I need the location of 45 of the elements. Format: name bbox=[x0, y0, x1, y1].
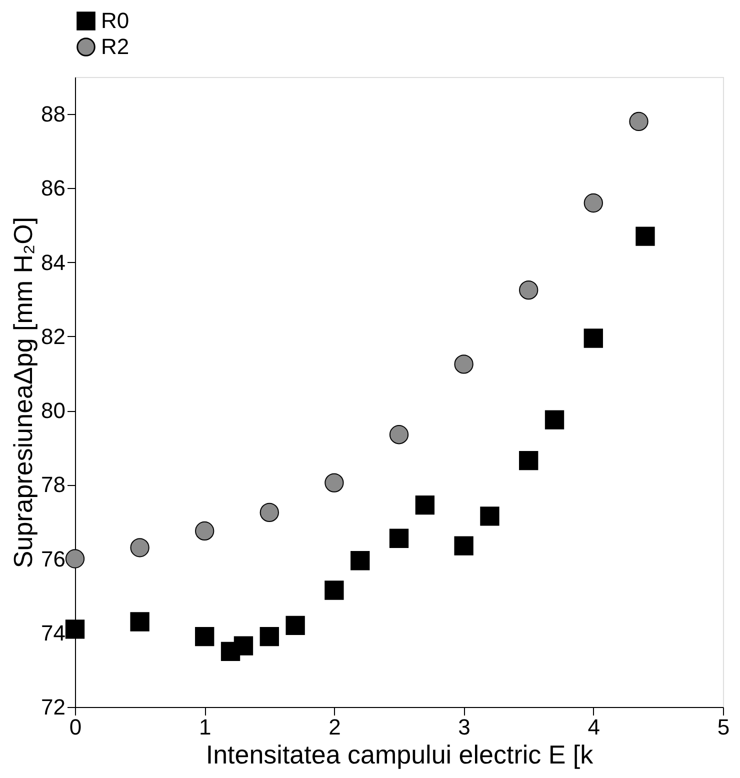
point bbox=[286, 616, 305, 636]
point bbox=[389, 425, 409, 444]
point bbox=[65, 549, 85, 568]
point bbox=[130, 612, 150, 632]
point bbox=[544, 410, 564, 430]
legend-label: R0 bbox=[101, 8, 130, 33]
y-tick-label: 82 bbox=[41, 324, 66, 349]
point bbox=[519, 280, 538, 300]
legend-label: R2 bbox=[101, 34, 130, 59]
y-tick-label: 86 bbox=[41, 176, 66, 201]
point bbox=[629, 112, 648, 132]
point bbox=[260, 502, 279, 522]
y-tick-label: 80 bbox=[41, 398, 66, 424]
point bbox=[415, 495, 435, 515]
x-tick-label: 1 bbox=[198, 714, 212, 740]
point bbox=[324, 473, 344, 492]
point bbox=[389, 528, 409, 548]
point bbox=[195, 521, 214, 541]
point bbox=[584, 193, 603, 213]
point bbox=[195, 627, 214, 646]
point bbox=[454, 354, 474, 374]
point bbox=[350, 551, 370, 570]
y-tick-label: 76 bbox=[41, 546, 66, 572]
x-axis-title: Intensitatea campului electric E [k bbox=[206, 740, 594, 770]
y-tick-label: 74 bbox=[41, 620, 66, 646]
point bbox=[260, 627, 279, 646]
y-tick-label: 88 bbox=[41, 102, 66, 127]
x-tick-label: 2 bbox=[328, 714, 341, 740]
x-tick-label: 4 bbox=[588, 714, 600, 740]
x-tick-label: 0 bbox=[69, 714, 82, 740]
point bbox=[636, 226, 655, 246]
y-tick-label: 78 bbox=[41, 472, 66, 498]
y-axis-title: SuprapresiuneaΔpg [mm H₂O] bbox=[8, 216, 38, 568]
point bbox=[324, 580, 344, 600]
point bbox=[130, 538, 150, 558]
point bbox=[584, 328, 603, 348]
point bbox=[65, 620, 85, 639]
point bbox=[519, 450, 538, 470]
x-tick-label: 3 bbox=[458, 714, 470, 740]
point bbox=[480, 506, 500, 526]
x-tick-label: 5 bbox=[717, 714, 730, 740]
point bbox=[234, 636, 254, 656]
point bbox=[454, 536, 474, 556]
y-tick-label: 72 bbox=[41, 694, 66, 720]
y-tick-label: 84 bbox=[41, 250, 66, 275]
